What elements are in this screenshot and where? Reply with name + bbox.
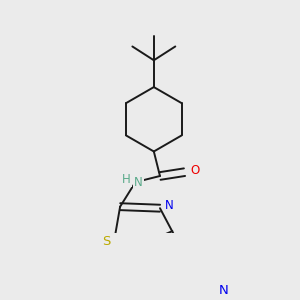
Text: N: N xyxy=(219,284,228,297)
Text: N: N xyxy=(165,199,173,212)
Text: S: S xyxy=(102,236,110,248)
Text: N: N xyxy=(134,176,143,189)
Text: O: O xyxy=(190,164,200,177)
Text: H: H xyxy=(122,172,130,186)
